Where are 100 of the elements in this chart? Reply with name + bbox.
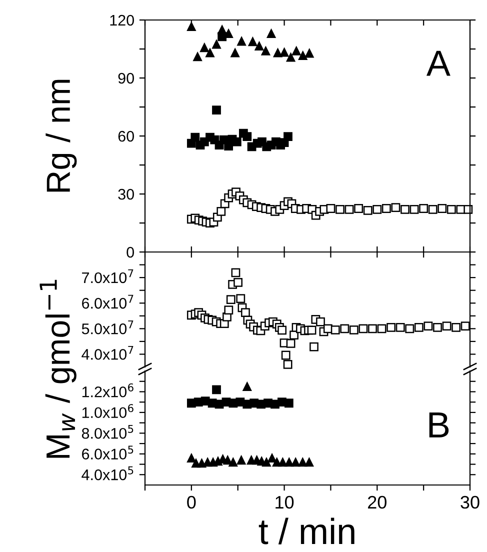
point [216,206,226,216]
annotation: B [429,412,449,438]
point [212,385,221,394]
point [336,205,344,214]
point [428,205,438,214]
annotation: A [426,50,450,76]
point [262,458,271,467]
point [236,456,246,465]
point [358,324,368,334]
point [284,132,292,142]
y-tick-label: 6.0x10$^{5}$ [82,446,134,460]
y-tick-label: 120 [110,14,134,26]
point [284,398,294,408]
point [241,308,250,318]
point [232,137,242,146]
point [281,350,290,360]
point [298,51,308,60]
point [230,48,240,58]
point [283,360,292,369]
y-tick-label: 4.0x10$^{7}$ [82,346,134,360]
x-axis-title: t / min [258,518,354,544]
point [304,48,314,58]
y-tick-label: 5.0x10$^{7}$ [82,320,134,334]
point [190,132,200,142]
point [372,205,382,214]
point [280,48,289,57]
point [266,29,276,38]
point [234,278,242,287]
y-tick-label: 4.0x10$^{5}$ [82,466,134,480]
point [323,324,332,334]
point [452,322,461,332]
point [330,326,340,334]
point [237,36,246,46]
point [226,295,236,304]
point [460,322,470,331]
point [326,204,336,213]
point [186,22,196,32]
point [446,205,456,214]
y-tick-label: 8.0x10$^{5}$ [82,424,134,439]
point [424,322,433,331]
point [200,43,209,52]
point [419,204,428,213]
point [414,322,424,332]
point [307,326,316,335]
point [286,52,296,62]
y-tick-label: 6.0x10$^{7}$ [82,294,134,309]
y-axis-title: Rg / nm [46,80,77,192]
point [278,326,286,335]
point [254,42,264,51]
x-tick-label: 20 [368,496,386,509]
y-tick-label: 30 [118,188,134,200]
y-tick-label: 60 [118,130,134,142]
point [396,322,405,332]
point [298,458,308,467]
point [400,205,410,214]
point [433,322,442,332]
point [304,458,314,467]
point [236,294,246,303]
point [224,306,234,314]
point [391,203,400,212]
point [261,46,270,56]
point [228,458,238,467]
point [340,324,350,334]
x-tick-label: 10 [276,496,294,509]
point [368,324,377,334]
point [354,204,364,213]
point [212,40,221,49]
point [273,48,282,58]
point [218,32,227,42]
x-tick-label: 0 [187,496,196,509]
point [286,339,296,348]
point [231,268,240,278]
point [284,458,294,467]
y-tick-label: 7.0x10$^{7}$ [82,269,134,284]
point [292,46,301,56]
point [206,48,214,58]
point [382,204,391,213]
point [344,205,354,214]
x-tick-label: 30 [460,496,480,509]
point [410,205,419,214]
point [193,52,202,62]
point [242,382,252,391]
point [386,322,396,332]
y-tick-label: 0 [126,246,134,258]
y-axis-title: M$_{w}$ / gmol$^{−1}$ [40,280,76,458]
point [363,206,372,215]
y-tick-label: 1.0x10$^{6}$ [82,404,134,418]
point [291,458,300,467]
point [438,204,447,213]
point [310,342,318,352]
point [186,454,196,462]
point [377,324,386,334]
y-tick-label: 1.2x10$^{6}$ [82,383,134,398]
point [268,454,276,462]
y-tick-label: 90 [118,72,134,84]
point [349,326,358,334]
point [464,205,473,214]
point [248,37,258,46]
point [316,317,325,326]
point [442,322,452,331]
